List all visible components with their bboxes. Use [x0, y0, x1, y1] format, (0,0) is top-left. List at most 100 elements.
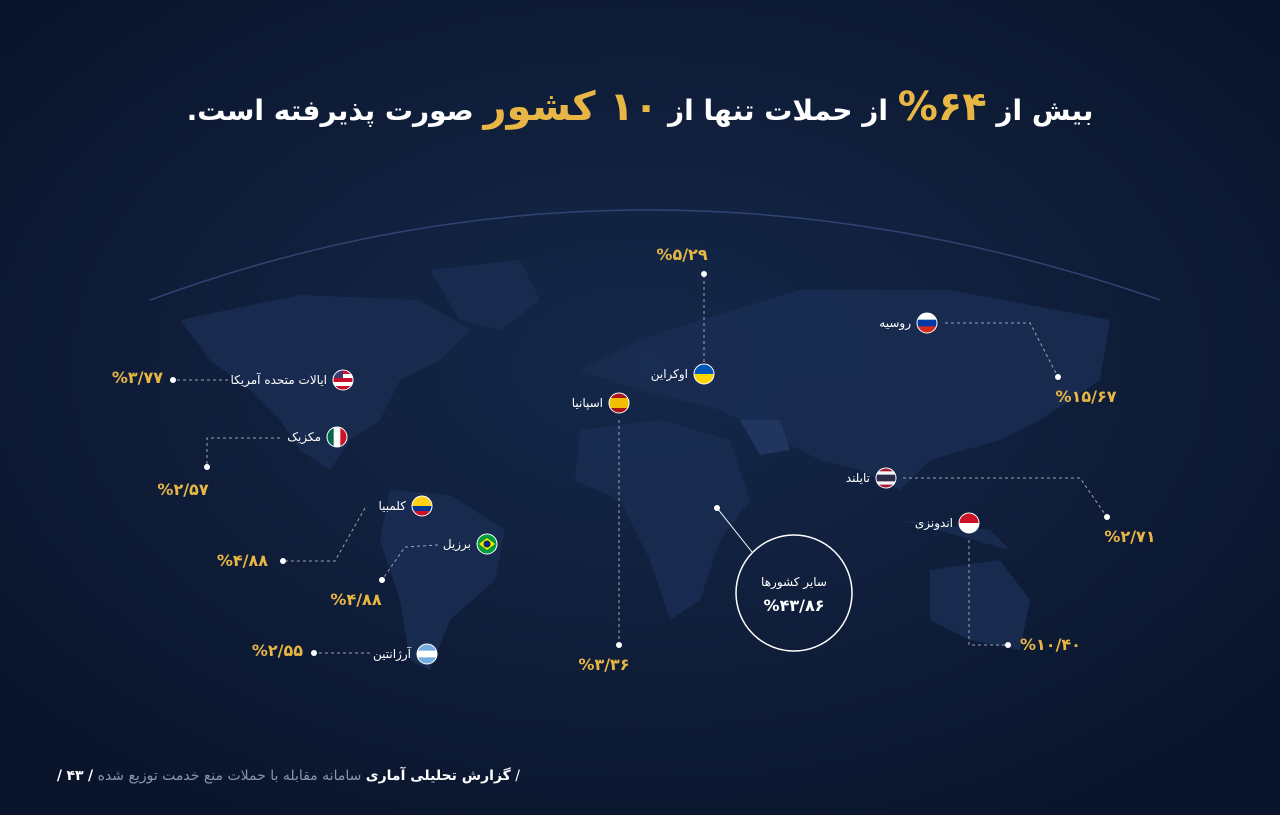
- country-name: روسیه: [879, 316, 911, 330]
- other-leader: [716, 507, 753, 553]
- flag-ring: [916, 312, 938, 334]
- flag-ring: [608, 392, 630, 414]
- country-value: %۱۰/۴۰: [1020, 635, 1081, 654]
- flag-stripe: [876, 468, 896, 472]
- country-name: ایالات متحده آمریکا: [230, 373, 328, 387]
- other-value: %۴۳/۸۶: [763, 596, 825, 615]
- country-name: اندونزی: [914, 516, 953, 530]
- flag-stripe: [417, 644, 437, 651]
- other-dot: [714, 505, 720, 511]
- title-text: بیش از: [996, 94, 1094, 127]
- dot: [204, 464, 210, 470]
- dot: [701, 271, 707, 277]
- dot: [280, 558, 286, 564]
- leader-line: [283, 507, 366, 562]
- flag-stripe: [876, 478, 896, 482]
- flag: [417, 644, 437, 664]
- sep: /: [515, 768, 520, 784]
- footer-page: ۴۳: [66, 768, 84, 784]
- country-name: تایلند: [845, 471, 870, 485]
- flag-ring: [326, 426, 348, 448]
- footer-report: گزارش تحلیلی آماری: [365, 768, 511, 784]
- dot: [311, 650, 317, 656]
- country-value: %۳/۳۶: [578, 655, 630, 674]
- flag-stripe: [609, 408, 629, 413]
- flag-stripe: [609, 403, 629, 409]
- flag-stripe: [412, 496, 432, 502]
- flag-stripe: [876, 474, 896, 479]
- flag-ring: [332, 369, 354, 391]
- flag-stripe: [876, 481, 896, 485]
- flag-stripe: [412, 501, 432, 507]
- title: بیش از ۶۴% از حملات تنها از ۱۰ کشور صورت…: [0, 84, 1280, 130]
- country-value: %۴/۸۸: [330, 590, 382, 609]
- title-highlight: ۱۰ کشور: [483, 84, 659, 130]
- flag: [477, 534, 497, 554]
- title-text: از حملات تنها از: [668, 94, 889, 127]
- flag-stripe: [917, 313, 937, 320]
- other-label: سایر کشورها: [761, 575, 827, 589]
- dot: [616, 642, 622, 648]
- leader-line: [903, 477, 1108, 518]
- country-value: %۲/۷۱: [1104, 527, 1156, 546]
- flag-stripe: [333, 386, 353, 390]
- footer: / گزارش تحلیلی آماری سامانه مقابله با حم…: [57, 768, 520, 784]
- country-value: %۴/۸۸: [216, 551, 268, 570]
- flag-stripe: [876, 471, 896, 475]
- flag-stripe: [333, 378, 353, 383]
- flag: [694, 364, 714, 384]
- flag-ring: [416, 643, 438, 665]
- flag-stripe: [417, 650, 437, 658]
- dot: [1104, 514, 1110, 520]
- flag-stripe: [333, 427, 341, 447]
- flag-ring: [476, 533, 498, 555]
- flag-stripe: [876, 484, 896, 488]
- globe-arc: [149, 209, 1161, 301]
- leader-line: [945, 322, 1059, 378]
- country-name: اسپانیا: [571, 396, 603, 410]
- dot: [170, 377, 176, 383]
- flag-disc: [483, 540, 491, 548]
- flag: [412, 496, 432, 516]
- sep: /: [56, 768, 63, 784]
- footer-system: سامانه مقابله با حملات منع خدمت توزیع شد…: [97, 768, 362, 784]
- other-circle: [735, 534, 853, 652]
- flag: [327, 427, 347, 447]
- country-value: %۱۵/۶۷: [1055, 387, 1117, 406]
- flag-ring: [693, 363, 715, 385]
- flag-ring: [411, 495, 433, 517]
- title-text: صورت پذیرفته است.: [186, 94, 474, 127]
- flag: [959, 513, 979, 533]
- flag-ring: [875, 467, 897, 489]
- flag-canton: [333, 370, 343, 378]
- leader-line: [206, 437, 280, 467]
- country-name: مکزیک: [287, 430, 321, 444]
- flag-stripe: [959, 523, 979, 533]
- flag: [609, 393, 629, 413]
- flag-stripe: [917, 326, 937, 333]
- flag-ring: [958, 512, 980, 534]
- country-value: %۵/۲۹: [656, 245, 708, 264]
- flag: [876, 468, 896, 488]
- flag-stripe: [327, 427, 334, 447]
- flag-stripe: [417, 657, 437, 664]
- country-name: آرژانتین: [373, 647, 411, 661]
- sep: /: [88, 768, 94, 784]
- leader-line: [968, 540, 1008, 646]
- dot: [1005, 642, 1011, 648]
- flag-stripe: [412, 506, 432, 512]
- flag-stripe: [917, 319, 937, 327]
- flag-stripe: [412, 511, 432, 516]
- flag-stripe: [959, 513, 979, 524]
- flag-stripe: [694, 374, 714, 384]
- flag: [333, 370, 353, 390]
- country-value: %۲/۵۷: [157, 480, 209, 499]
- annotations: [170, 271, 1110, 665]
- flag-stripe: [609, 393, 629, 399]
- country-name: برزیل: [442, 537, 471, 551]
- country-value: %۳/۷۷: [111, 368, 163, 387]
- dot: [1055, 374, 1061, 380]
